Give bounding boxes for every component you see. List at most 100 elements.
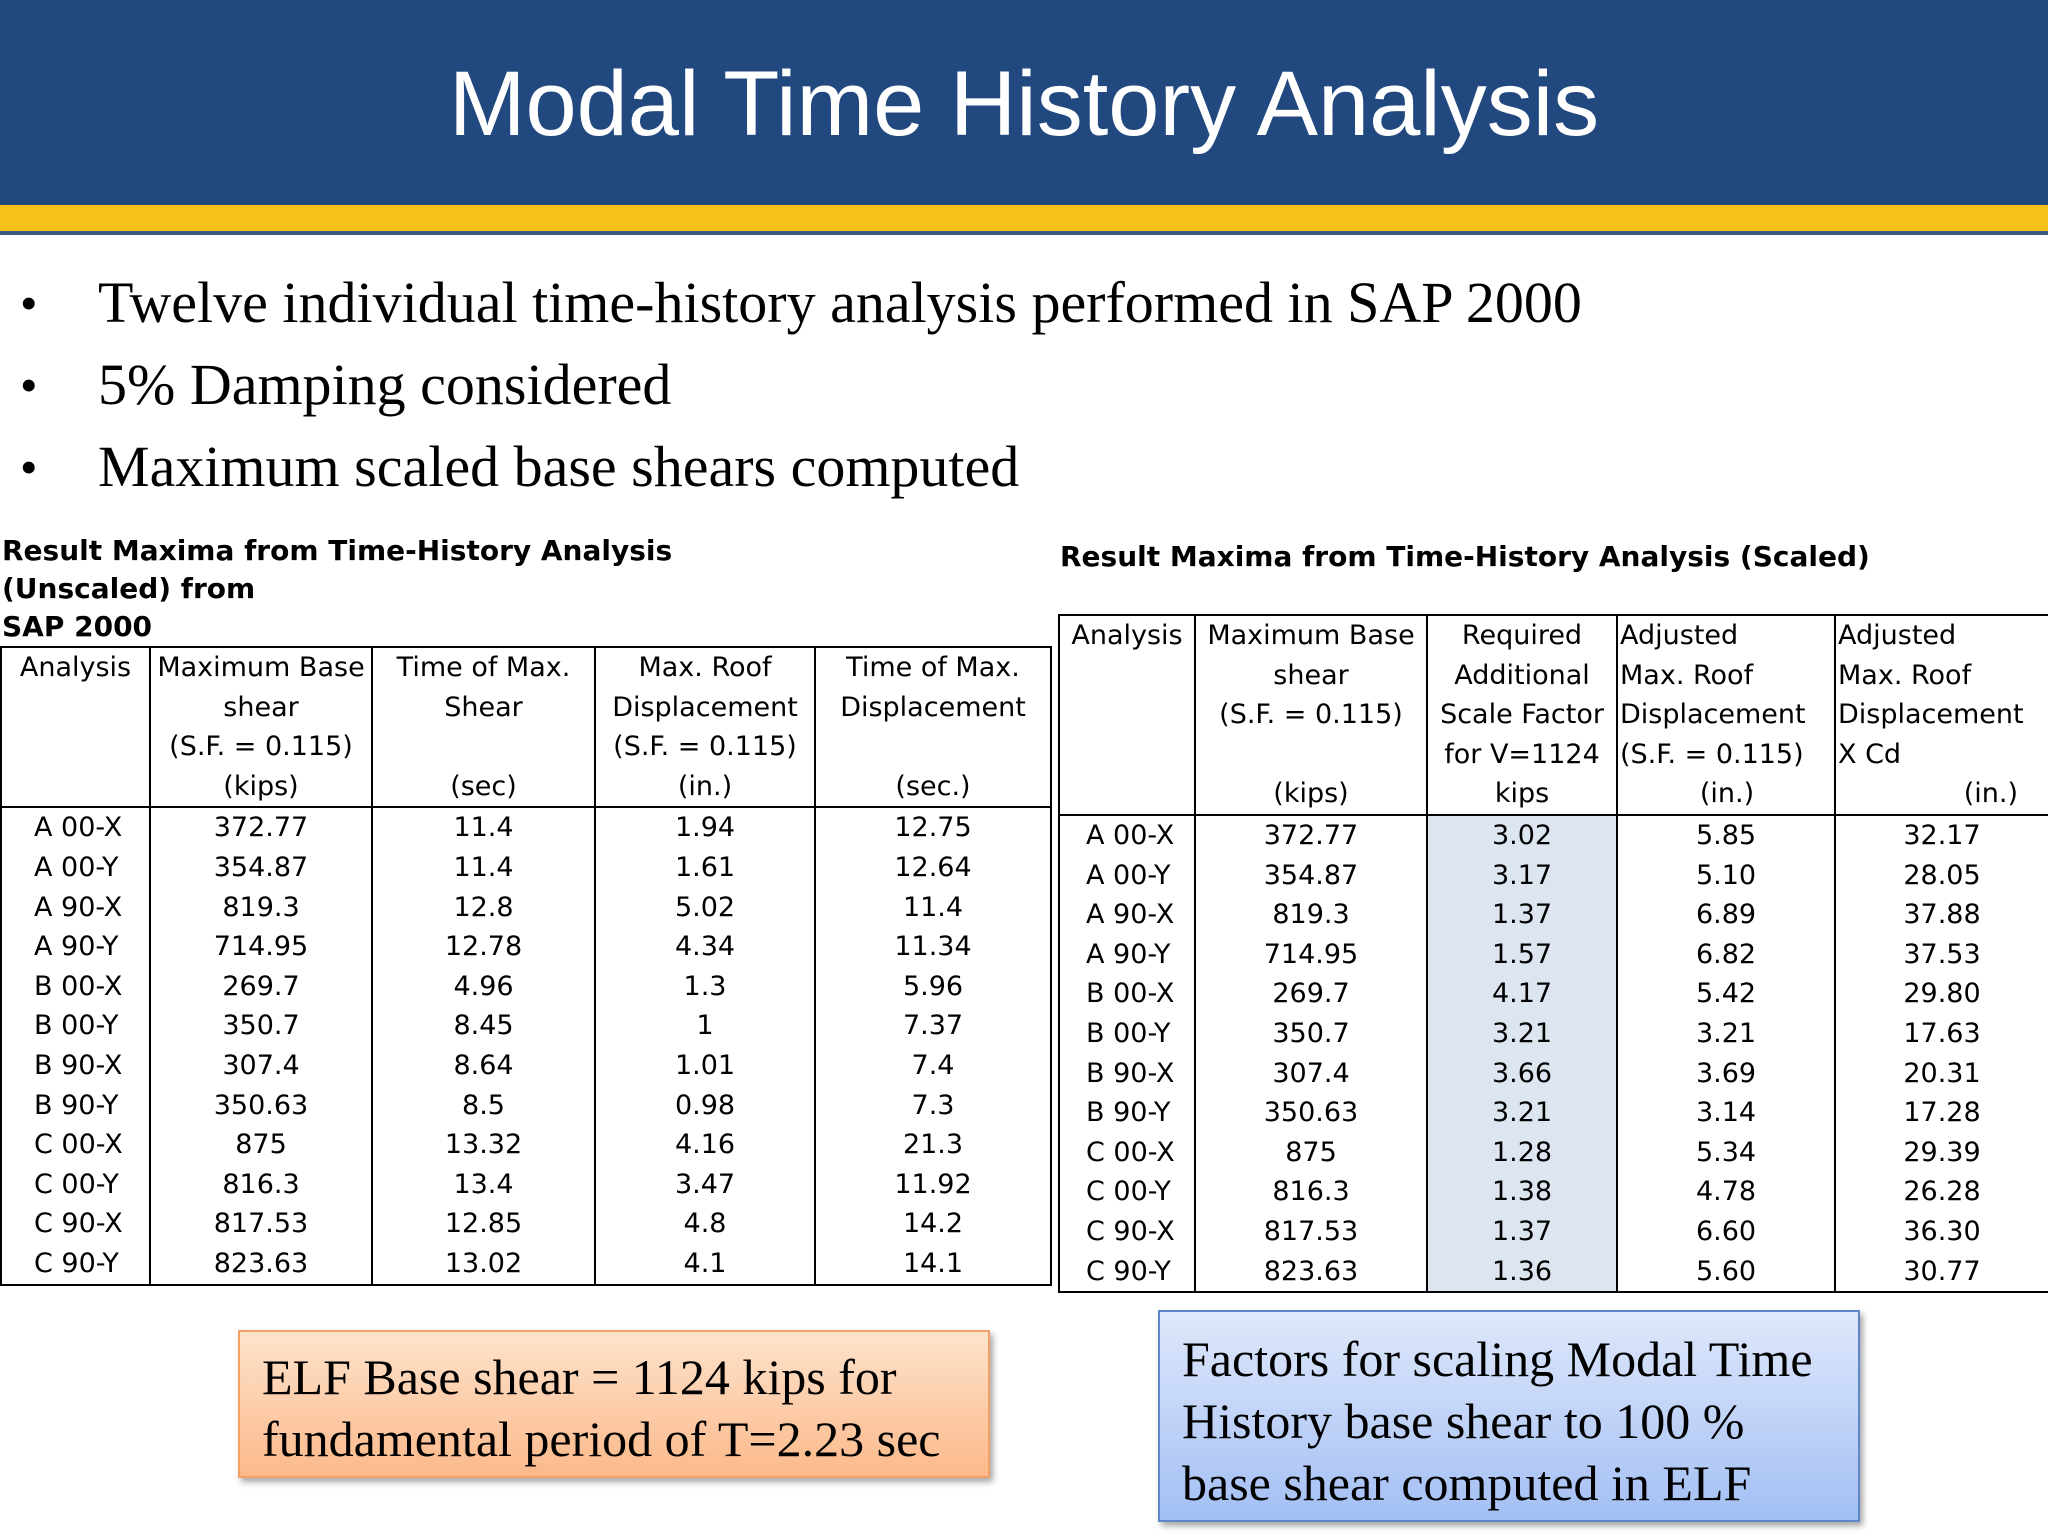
analysis-name-cell: A 00-Y bbox=[1058, 855, 1196, 896]
value-cell: 17.28 bbox=[1834, 1093, 2048, 1133]
bullet-list: • Twelve individual time-history analysis… bbox=[0, 262, 1582, 508]
analysis-name-cell: B 90-X bbox=[0, 1045, 151, 1086]
value-cell: 13.02 bbox=[371, 1243, 596, 1286]
table-row: A 00-Y 354.87 3.17 5.10 28.05 bbox=[1058, 855, 2048, 896]
unscaled-results-table: Analysis Maximum Base shear (S.F. = 0.11… bbox=[0, 646, 1052, 1286]
table-row: A 00-X 372.77 3.02 5.85 32.17 bbox=[1058, 814, 2048, 856]
analysis-name-cell: C 00-X bbox=[1058, 1132, 1196, 1173]
value-cell: 4.78 bbox=[1616, 1172, 1836, 1212]
table-row: C 90-X 817.53 12.85 4.8 14.2 bbox=[0, 1204, 1052, 1244]
value-cell: 5.10 bbox=[1616, 855, 1836, 896]
value-cell: 3.66 bbox=[1426, 1053, 1618, 1094]
value-cell: 13.32 bbox=[371, 1125, 596, 1165]
value-cell: 372.77 bbox=[1194, 814, 1428, 856]
table-row: A 90-Y 714.95 12.78 4.34 11.34 bbox=[0, 927, 1052, 967]
value-cell: 819.3 bbox=[1194, 895, 1428, 935]
value-cell: 0.98 bbox=[594, 1085, 816, 1126]
value-cell: 1.57 bbox=[1426, 934, 1618, 975]
value-cell: 4.8 bbox=[594, 1204, 816, 1244]
value-cell: 4.34 bbox=[594, 927, 816, 967]
value-cell: 1.37 bbox=[1426, 1211, 1618, 1252]
analysis-name-cell: A 00-Y bbox=[0, 847, 151, 888]
value-cell: 36.30 bbox=[1834, 1211, 2048, 1252]
callout-line: History base shear to 100 % bbox=[1182, 1393, 1745, 1449]
analysis-name-cell: B 00-Y bbox=[0, 1006, 151, 1046]
value-cell: 4.96 bbox=[371, 966, 596, 1007]
value-cell: 8.45 bbox=[371, 1006, 596, 1046]
table-header-row: Analysis Maximum Base shear (S.F. = 0.11… bbox=[0, 647, 1052, 809]
analysis-name-cell: A 90-X bbox=[0, 887, 151, 928]
value-cell: 14.2 bbox=[814, 1204, 1052, 1244]
table-row: C 00-X 875 1.28 5.34 29.39 bbox=[1058, 1132, 2048, 1173]
value-cell: 11.92 bbox=[814, 1164, 1052, 1205]
analysis-name-cell: B 90-Y bbox=[0, 1085, 151, 1126]
bullet-dot-icon: • bbox=[20, 275, 38, 331]
accent-bar bbox=[0, 205, 2048, 235]
value-cell: 1.28 bbox=[1426, 1132, 1618, 1173]
value-cell: 20.31 bbox=[1834, 1053, 2048, 1094]
analysis-name-cell: A 00-X bbox=[0, 807, 151, 848]
bullet-item: • 5% Damping considered bbox=[0, 344, 1582, 426]
analysis-name-cell: B 00-Y bbox=[1058, 1013, 1196, 1054]
analysis-name-cell: C 90-Y bbox=[0, 1243, 151, 1286]
table-row: B 90-Y 350.63 8.5 0.98 7.3 bbox=[0, 1085, 1052, 1126]
table-row: C 90-X 817.53 1.37 6.60 36.30 bbox=[1058, 1211, 2048, 1252]
column-header: Maximum Base shear (S.F. = 0.115) (kips) bbox=[1194, 615, 1428, 816]
value-cell: 21.3 bbox=[814, 1125, 1052, 1165]
value-cell: 29.80 bbox=[1834, 974, 2048, 1014]
value-cell: 3.21 bbox=[1426, 1013, 1618, 1054]
column-header: Max. Roof Displacement (S.F. = 0.115) (i… bbox=[594, 647, 816, 809]
table-row: C 00-Y 816.3 13.4 3.47 11.92 bbox=[0, 1164, 1052, 1205]
analysis-name-cell: B 00-X bbox=[1058, 974, 1196, 1014]
value-cell: 350.63 bbox=[1194, 1093, 1428, 1133]
table-row: C 00-Y 816.3 1.38 4.78 26.28 bbox=[1058, 1172, 2048, 1212]
value-cell: 8.64 bbox=[371, 1045, 596, 1086]
value-cell: 350.7 bbox=[149, 1006, 373, 1046]
analysis-name-cell: C 00-Y bbox=[1058, 1172, 1196, 1212]
value-cell: 32.17 bbox=[1834, 814, 2048, 856]
value-cell: 13.4 bbox=[371, 1164, 596, 1205]
value-cell: 372.77 bbox=[149, 807, 373, 848]
analysis-name-cell: C 90-X bbox=[0, 1204, 151, 1244]
value-cell: 11.4 bbox=[814, 887, 1052, 928]
value-cell: 17.63 bbox=[1834, 1013, 2048, 1054]
value-cell: 6.89 bbox=[1616, 895, 1836, 935]
column-header: Time of Max. Displacement (sec.) bbox=[814, 647, 1052, 809]
value-cell: 350.63 bbox=[149, 1085, 373, 1126]
bullet-text: 5% Damping considered bbox=[98, 352, 672, 417]
table-row: B 90-X 307.4 8.64 1.01 7.4 bbox=[0, 1045, 1052, 1086]
column-header: Adjusted Max. Roof Displacement X Cd (in… bbox=[1834, 615, 2048, 816]
value-cell: 37.53 bbox=[1834, 934, 2048, 975]
value-cell: 823.63 bbox=[149, 1243, 373, 1286]
analysis-name-cell: A 90-X bbox=[1058, 895, 1196, 935]
value-cell: 817.53 bbox=[1194, 1211, 1428, 1252]
value-cell: 6.82 bbox=[1616, 934, 1836, 975]
value-cell: 11.4 bbox=[371, 807, 596, 848]
value-cell: 1.36 bbox=[1426, 1251, 1618, 1294]
scaling-factors-callout: Factors for scaling Modal Time History b… bbox=[1158, 1310, 1860, 1522]
table-row: C 00-X 875 13.32 4.16 21.3 bbox=[0, 1125, 1052, 1165]
caption-line: Result Maxima from Time-History Analysis… bbox=[2, 534, 673, 605]
table-row: B 90-Y 350.63 3.21 3.14 17.28 bbox=[1058, 1093, 2048, 1133]
bullet-item: • Twelve individual time-history analysis… bbox=[0, 262, 1582, 344]
value-cell: 3.14 bbox=[1616, 1093, 1836, 1133]
column-header: Analysis bbox=[1058, 615, 1196, 816]
column-header: Time of Max. Shear (sec) bbox=[371, 647, 596, 809]
title-banner: Modal Time History Analysis bbox=[0, 0, 2048, 205]
value-cell: 1 bbox=[594, 1006, 816, 1046]
value-cell: 4.16 bbox=[594, 1125, 816, 1165]
analysis-name-cell: A 90-Y bbox=[0, 927, 151, 967]
table-row: B 00-X 269.7 4.96 1.3 5.96 bbox=[0, 966, 1052, 1007]
unscaled-table-caption: Result Maxima from Time-History Analysis… bbox=[2, 532, 822, 646]
table-header-row: Analysis Maximum Base shear (S.F. = 0.11… bbox=[1058, 615, 2048, 816]
value-cell: 29.39 bbox=[1834, 1132, 2048, 1173]
column-header: Adjusted Max. Roof Displacement (S.F. = … bbox=[1616, 615, 1836, 816]
value-cell: 875 bbox=[1194, 1132, 1428, 1173]
value-cell: 1.01 bbox=[594, 1045, 816, 1086]
table-row: B 00-X 269.7 4.17 5.42 29.80 bbox=[1058, 974, 2048, 1014]
elf-base-shear-callout: ELF Base shear = 1124 kips for fundament… bbox=[238, 1330, 990, 1478]
analysis-name-cell: B 90-Y bbox=[1058, 1093, 1196, 1133]
value-cell: 12.64 bbox=[814, 847, 1052, 888]
value-cell: 1.94 bbox=[594, 807, 816, 848]
value-cell: 12.75 bbox=[814, 807, 1052, 848]
